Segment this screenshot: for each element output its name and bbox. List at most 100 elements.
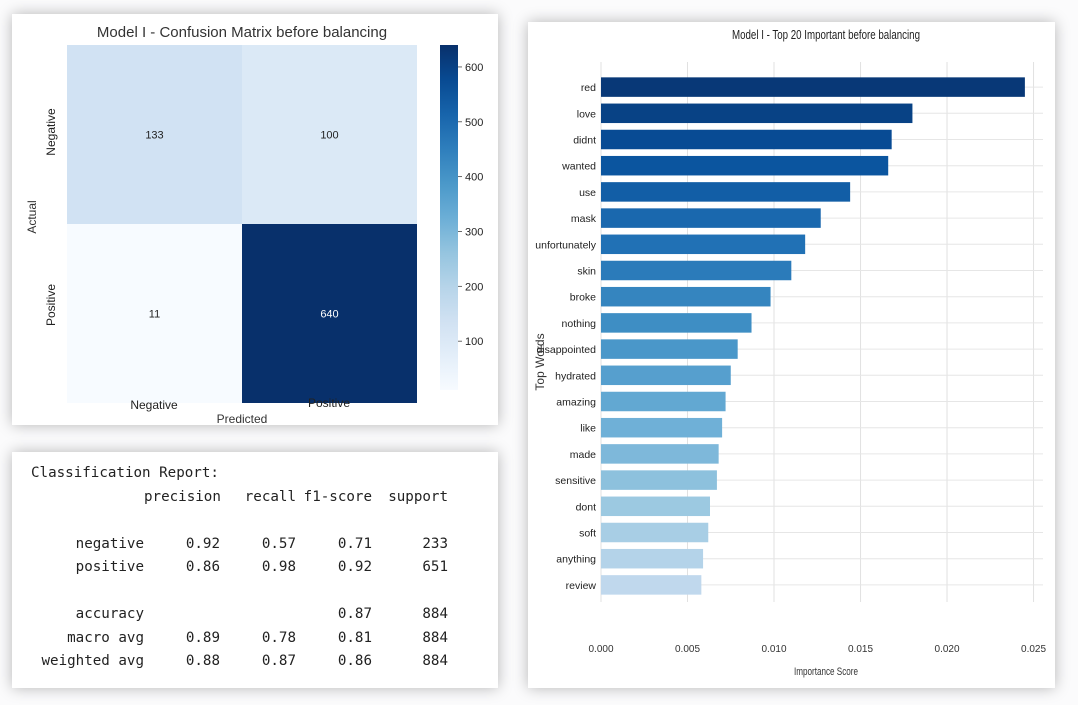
report-cell: 0.57 [261, 535, 296, 552]
cm-cell [242, 45, 417, 224]
bar-love [601, 103, 913, 124]
report-cell: 884 [422, 653, 448, 669]
report-cell: 0.87 [261, 653, 296, 669]
colorbar-tick-label: 400 [465, 172, 483, 184]
bar-soft [601, 522, 709, 543]
bar-wanted [601, 155, 889, 176]
cm-xlabel: Predicted [217, 412, 268, 426]
bars-ytick-label: like [580, 423, 596, 435]
report-cell: 0.98 [261, 559, 296, 575]
report-cell: 0.92 [185, 535, 220, 552]
bars-ytick-label: soft [579, 528, 596, 540]
bars-ytick-label: love [577, 108, 596, 120]
report-cell: 651 [422, 559, 448, 575]
bars-xtick-label: 0.010 [762, 644, 787, 655]
bar-use [601, 182, 851, 202]
bars-ytick-label: review [566, 580, 597, 592]
bars-ytick-label: hydrated [555, 370, 596, 382]
report-cell: 0.92 [337, 559, 372, 575]
report-header-recall: recall [244, 488, 296, 505]
report-cell: 0.86 [185, 559, 220, 575]
cm-cell-value: 640 [320, 309, 338, 321]
classification-report-panel: Classification Report: precision recall f1… [12, 452, 498, 688]
bars-ytick-label: amazing [556, 397, 596, 409]
report-cell: 0.86 [337, 653, 372, 669]
colorbar-tick-label: 500 [465, 117, 483, 129]
report-row-label: negative [75, 535, 144, 552]
report-row-label: macro avg [67, 629, 144, 646]
bar-dont [601, 496, 710, 517]
colorbar-tick-label: 100 [465, 336, 483, 348]
bars-xtick-label: 0.000 [588, 644, 613, 655]
bars-xtick-label: 0.020 [935, 644, 960, 655]
bars-ytick-label: skin [577, 266, 596, 278]
report-cell: 0.89 [185, 629, 220, 646]
bar-didnt [601, 129, 892, 150]
report-cell: 233 [422, 535, 448, 552]
bars-xtick-label: 0.015 [848, 644, 873, 655]
bars-ytick-label: made [570, 449, 596, 461]
bar-mask [601, 208, 821, 228]
bar-nothing [601, 313, 752, 333]
report-cell: 0.87 [337, 606, 372, 622]
report-cell: 884 [422, 606, 448, 622]
bar-sensitive [601, 470, 717, 490]
cm-cell [67, 224, 242, 403]
cm-cell-value: 11 [149, 309, 160, 321]
bar-hydrated [601, 365, 731, 386]
bar-amazing [601, 391, 726, 412]
bars-ytick-label: anything [556, 554, 596, 566]
bar-like [601, 417, 723, 438]
report-row-label: accuracy [75, 606, 144, 622]
bar-unfortunately [601, 234, 806, 255]
report-cell: 0.81 [337, 629, 372, 646]
colorbar-tick-label: 300 [465, 226, 483, 238]
bars-xlabel: Importance Score [794, 666, 858, 678]
report-cell: 0.71 [337, 535, 372, 552]
cm-row-label-negative: Negative [44, 108, 58, 156]
feature-importance-panel: Model I - Top 20 Important before balanc… [528, 22, 1055, 688]
report-row-label: positive [75, 559, 144, 575]
bar-disappointed [601, 339, 738, 359]
bars-ylabel: Top Words [533, 333, 547, 390]
bars-ytick-label: red [581, 82, 596, 94]
report-header-precision: precision [144, 488, 221, 505]
cm-col-label-negative: Negative [130, 398, 178, 412]
report-cell: 884 [422, 629, 448, 646]
bars-ytick-label: broke [570, 292, 596, 304]
bars-xtick-label: 0.025 [1021, 644, 1046, 655]
report-header-support: support [388, 488, 448, 505]
report-row-label: weighted avg [41, 653, 145, 669]
cm-cell [242, 224, 417, 403]
bar-anything [601, 548, 704, 569]
cm-cell-value: 100 [320, 130, 338, 142]
report-cell: 0.78 [261, 629, 296, 646]
bars-ytick-label: dont [576, 501, 597, 513]
report-header-f1: f1-score [303, 488, 372, 505]
colorbar [440, 45, 458, 390]
cm-title: Model I - Confusion Matrix before balanc… [97, 24, 387, 41]
bars-ytick-label: nothing [562, 318, 597, 330]
bar-red [601, 77, 1025, 97]
bars-ytick-label: mask [571, 213, 597, 225]
classification-report: Classification Report: precision recall f1… [31, 462, 448, 674]
cm-row-label-positive: Positive [44, 284, 58, 326]
cm-col-label-positive: Positive [308, 396, 350, 410]
bars-xtick-label: 0.005 [675, 644, 700, 655]
confusion-matrix-panel: Model I - Confusion Matrix before balanc… [12, 14, 498, 426]
confusion-matrix-chart: Model I - Confusion Matrix before balanc… [25, 24, 483, 426]
bar-review [601, 575, 702, 595]
bars-ytick-label: didnt [573, 135, 596, 147]
bar-skin [601, 260, 792, 281]
report-title: Classification Report: [31, 465, 219, 481]
cm-cell [67, 45, 242, 224]
bars-ytick-label: wanted [561, 161, 596, 173]
colorbar-tick-label: 200 [465, 281, 483, 293]
bar-made [601, 444, 719, 464]
cm-cell-value: 133 [145, 130, 163, 142]
report-cell: 0.88 [185, 653, 220, 669]
bars-ytick-label: use [579, 187, 596, 199]
colorbar-tick-label: 600 [465, 62, 483, 74]
bars-ytick-label: unfortunately [535, 239, 596, 251]
bars-title: Model I - Top 20 Important before balanc… [732, 27, 920, 42]
